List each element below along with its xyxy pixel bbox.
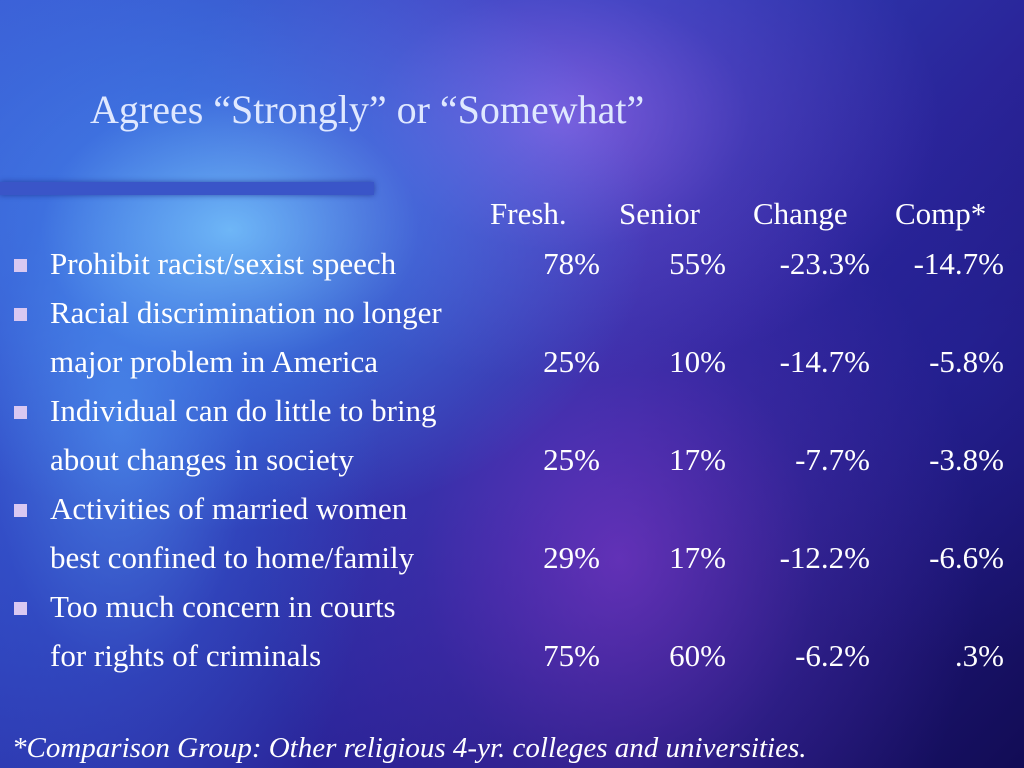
value-comp: -14.7% <box>913 246 1004 281</box>
value-comp: .3% <box>954 638 1004 673</box>
list-item-continuation: for rights of criminals 75% 60% -6.2% .3… <box>0 638 1024 678</box>
list-item: Prohibit racist/sexist speech 78% 55% -2… <box>0 246 1024 286</box>
column-header-fresh: Fresh. <box>490 196 567 231</box>
value-comp: -5.8% <box>929 344 1004 379</box>
value-fresh: 75% <box>543 638 600 673</box>
bullet-square-icon <box>14 308 27 321</box>
value-fresh: 25% <box>543 442 600 477</box>
value-fresh: 29% <box>543 540 600 575</box>
column-header-senior: Senior <box>619 196 700 231</box>
value-change: -12.2% <box>779 540 870 575</box>
value-fresh: 78% <box>543 246 600 281</box>
list-item-continuation: about changes in society 25% 17% -7.7% -… <box>0 442 1024 482</box>
item-label-line-1: Too much concern in courts <box>50 589 396 624</box>
slide-title: Agrees “Strongly” or “Somewhat” <box>90 87 645 132</box>
bullet-square-icon <box>14 406 27 419</box>
list-item: Too much concern in courts <box>0 589 1024 629</box>
value-change: -23.3% <box>779 246 870 281</box>
value-senior: 17% <box>669 540 726 575</box>
item-label-line-2: best confined to home/family <box>50 540 415 575</box>
title-underline-bar <box>0 182 374 195</box>
value-change: -6.2% <box>795 638 870 673</box>
value-senior: 55% <box>669 246 726 281</box>
column-header-change: Change <box>753 196 848 231</box>
list-item: Racial discrimination no longer <box>0 295 1024 335</box>
list-item-continuation: best confined to home/family 29% 17% -12… <box>0 540 1024 580</box>
item-label-line-2: for rights of criminals <box>50 638 322 673</box>
value-senior: 17% <box>669 442 726 477</box>
list-item: Individual can do little to bring <box>0 393 1024 433</box>
value-comp: -6.6% <box>929 540 1004 575</box>
item-label-line-1: Individual can do little to bring <box>50 393 437 428</box>
footnote: *Comparison Group: Other religious 4-yr.… <box>12 732 807 764</box>
value-comp: -3.8% <box>929 442 1004 477</box>
value-change: -7.7% <box>795 442 870 477</box>
item-label-line-2: about changes in society <box>50 442 354 477</box>
bullet-square-icon <box>14 504 27 517</box>
list-item-continuation: major problem in America 25% 10% -14.7% … <box>0 344 1024 384</box>
column-header-row: Fresh. Senior Change Comp* <box>0 196 1024 236</box>
bullet-square-icon <box>14 259 27 272</box>
bullet-square-icon <box>14 602 27 615</box>
item-label-line-1: Activities of married women <box>50 491 408 526</box>
value-senior: 60% <box>669 638 726 673</box>
list-item: Activities of married women <box>0 491 1024 531</box>
column-header-comp: Comp* <box>895 196 987 231</box>
item-label: Prohibit racist/sexist speech <box>50 246 397 281</box>
item-label-line-1: Racial discrimination no longer <box>50 295 442 330</box>
value-change: -14.7% <box>779 344 870 379</box>
value-fresh: 25% <box>543 344 600 379</box>
item-label-line-2: major problem in America <box>50 344 378 379</box>
value-senior: 10% <box>669 344 726 379</box>
